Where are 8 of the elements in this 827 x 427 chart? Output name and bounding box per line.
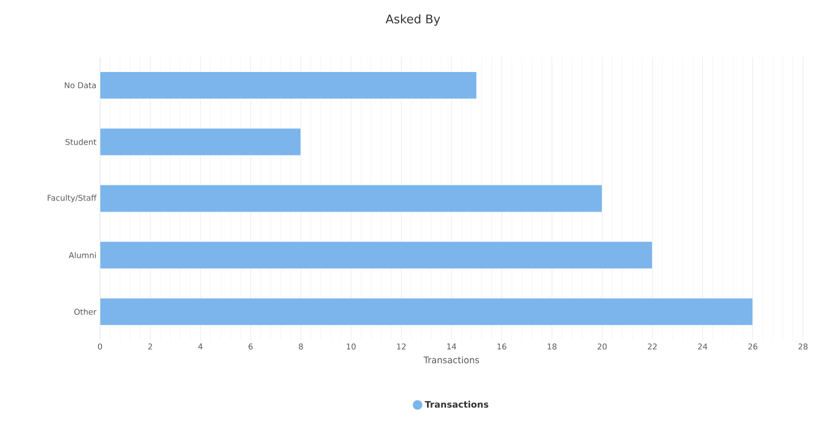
bar — [100, 71, 477, 100]
bar — [100, 128, 302, 156]
bar — [100, 184, 602, 212]
legend-label: Transactions — [424, 400, 488, 408]
x-axis-title: Transactions — [423, 356, 480, 364]
bar — [100, 241, 653, 269]
chart-title: Asked By — [386, 14, 440, 26]
bar — [100, 298, 754, 326]
